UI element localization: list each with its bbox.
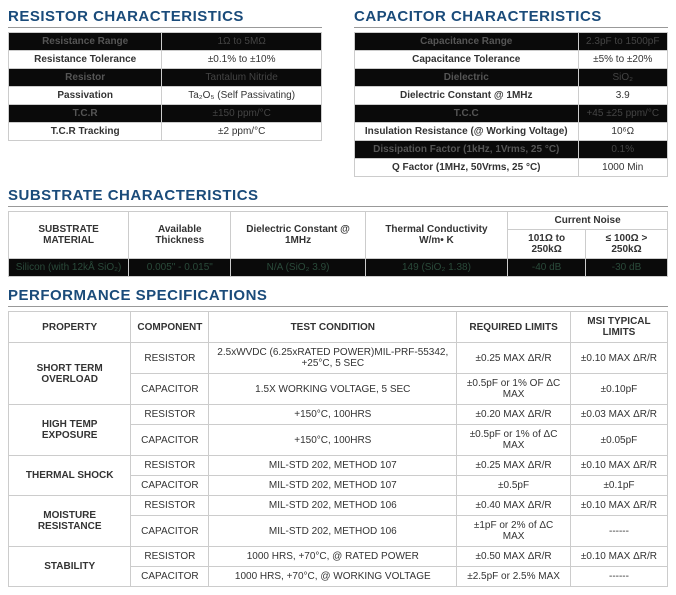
perf-property: HIGH TEMP EXPOSURE	[9, 405, 131, 456]
char-value: SiO₂	[578, 69, 668, 87]
char-label: T.C.R Tracking	[9, 123, 162, 141]
h-noise-b: ≤ 100Ω > 250kΩ	[586, 230, 668, 259]
perf-required: ±0.25 MAX ΔR/R	[457, 456, 571, 476]
char-label: Dissipation Factor (1kHz, 1Vrms, 25 °C)	[355, 141, 579, 159]
perf-component: RESISTOR	[131, 456, 209, 476]
char-value: 3.9	[578, 87, 668, 105]
ph-property: PROPERTY	[9, 312, 131, 343]
char-label: Dielectric	[355, 69, 579, 87]
capacitor-table: Capacitance Range2.3pF to 1500pFCapacita…	[354, 32, 668, 177]
char-value: ±2 ppm/°C	[162, 123, 322, 141]
perf-required: ±0.40 MAX ΔR/R	[457, 496, 571, 516]
h-thickness: Available Thickness	[129, 212, 231, 259]
performance-title: PERFORMANCE SPECIFICATIONS	[8, 287, 668, 307]
d-noise-b: -30 dB	[586, 259, 668, 277]
char-label: Resistor	[9, 69, 162, 87]
substrate-title: SUBSTRATE CHARACTERISTICS	[8, 187, 668, 207]
perf-property: THERMAL SHOCK	[9, 456, 131, 496]
perf-test: 1000 HRS, +70°C, @ RATED POWER	[209, 547, 457, 567]
perf-test: 1.5X WORKING VOLTAGE, 5 SEC	[209, 374, 457, 405]
perf-typical: ±0.05pF	[570, 425, 667, 456]
performance-table: PROPERTY COMPONENT TEST CONDITION REQUIR…	[8, 311, 668, 587]
h-noise: Current Noise	[508, 212, 668, 230]
perf-typical: ±0.10 MAX ΔR/R	[570, 496, 667, 516]
char-label: Resistance Tolerance	[9, 51, 162, 69]
ph-required: REQUIRED LIMITS	[457, 312, 571, 343]
d-thermal: 149 (SiO₂ 1.38)	[365, 259, 507, 277]
ph-typical: MSI TYPICAL LIMITS	[570, 312, 667, 343]
ph-component: COMPONENT	[131, 312, 209, 343]
char-value: 1000 Min	[578, 159, 668, 177]
perf-typical: ------	[570, 567, 667, 587]
perf-component: RESISTOR	[131, 496, 209, 516]
perf-component: RESISTOR	[131, 405, 209, 425]
perf-required: ±0.5pF or 1% of ΔC MAX	[457, 425, 571, 456]
d-noise-a: -40 dB	[508, 259, 586, 277]
perf-required: ±0.5pF or 1% OF ΔC MAX	[457, 374, 571, 405]
perf-required: ±1pF or 2% of ΔC MAX	[457, 516, 571, 547]
perf-test: 1000 HRS, +70°C, @ WORKING VOLTAGE	[209, 567, 457, 587]
h-noise-a: 101Ω to 250kΩ	[508, 230, 586, 259]
char-value: 1Ω to 5MΩ	[162, 33, 322, 51]
char-label: Q Factor (1MHz, 50Vrms, 25 °C)	[355, 159, 579, 177]
char-value: Tantalum Nitride	[162, 69, 322, 87]
char-label: Capacitance Range	[355, 33, 579, 51]
perf-typical: ------	[570, 516, 667, 547]
perf-test: +150°C, 100HRS	[209, 425, 457, 456]
perf-required: ±0.50 MAX ΔR/R	[457, 547, 571, 567]
char-label: T.C.C	[355, 105, 579, 123]
h-thermal: Thermal Conductivity W/m• K	[365, 212, 507, 259]
char-value: 2.3pF to 1500pF	[578, 33, 668, 51]
perf-component: CAPACITOR	[131, 567, 209, 587]
char-value: ±0.1% to ±10%	[162, 51, 322, 69]
char-label: Resistance Range	[9, 33, 162, 51]
d-dielectric: N/A (SiO₂ 3.9)	[231, 259, 365, 277]
perf-test: MIL-STD 202, METHOD 106	[209, 516, 457, 547]
perf-typical: ±0.10 MAX ΔR/R	[570, 343, 667, 374]
capacitor-title: CAPACITOR CHARACTERISTICS	[354, 8, 668, 28]
perf-required: ±0.25 MAX ΔR/R	[457, 343, 571, 374]
perf-component: RESISTOR	[131, 547, 209, 567]
perf-component: CAPACITOR	[131, 425, 209, 456]
char-label: Capacitance Tolerance	[355, 51, 579, 69]
perf-component: RESISTOR	[131, 343, 209, 374]
perf-typical: ±0.03 MAX ΔR/R	[570, 405, 667, 425]
perf-required: ±0.5pF	[457, 476, 571, 496]
perf-typical: ±0.1pF	[570, 476, 667, 496]
perf-component: CAPACITOR	[131, 374, 209, 405]
char-value: 0.1%	[578, 141, 668, 159]
perf-test: MIL-STD 202, METHOD 106	[209, 496, 457, 516]
h-material: SUBSTRATE MATERIAL	[9, 212, 129, 259]
char-value: 10⁶Ω	[578, 123, 668, 141]
perf-test: MIL-STD 202, METHOD 107	[209, 456, 457, 476]
char-value: Ta₂O₅ (Self Passivating)	[162, 87, 322, 105]
char-value: ±150 ppm/°C	[162, 105, 322, 123]
perf-property: SHORT TERM OVERLOAD	[9, 343, 131, 405]
perf-typical: ±0.10 MAX ΔR/R	[570, 547, 667, 567]
perf-required: ±2.5pF or 2.5% MAX	[457, 567, 571, 587]
char-label: Dielectric Constant @ 1MHz	[355, 87, 579, 105]
h-dielectric: Dielectric Constant @ 1MHz	[231, 212, 365, 259]
resistor-table: Resistance Range1Ω to 5MΩResistance Tole…	[8, 32, 322, 141]
perf-typical: ±0.10 MAX ΔR/R	[570, 456, 667, 476]
perf-required: ±0.20 MAX ΔR/R	[457, 405, 571, 425]
perf-property: MOISTURE RESISTANCE	[9, 496, 131, 547]
perf-test: +150°C, 100HRS	[209, 405, 457, 425]
perf-typical: ±0.10pF	[570, 374, 667, 405]
char-value: ±5% to ±20%	[578, 51, 668, 69]
char-value: +45 ±25 ppm/°C	[578, 105, 668, 123]
perf-property: STABILITY	[9, 547, 131, 587]
char-label: T.C.R	[9, 105, 162, 123]
perf-test: 2.5xWVDC (6.25xRATED POWER)MIL-PRF-55342…	[209, 343, 457, 374]
perf-component: CAPACITOR	[131, 476, 209, 496]
substrate-table: SUBSTRATE MATERIAL Available Thickness D…	[8, 211, 668, 277]
char-label: Passivation	[9, 87, 162, 105]
perf-test: MIL-STD 202, METHOD 107	[209, 476, 457, 496]
perf-component: CAPACITOR	[131, 516, 209, 547]
d-thickness: 0.005" - 0.015"	[129, 259, 231, 277]
resistor-title: RESISTOR CHARACTERISTICS	[8, 8, 322, 28]
d-material: Silicon (with 12kÅ SiO₂)	[9, 259, 129, 277]
ph-test: TEST CONDITION	[209, 312, 457, 343]
char-label: Insulation Resistance (@ Working Voltage…	[355, 123, 579, 141]
